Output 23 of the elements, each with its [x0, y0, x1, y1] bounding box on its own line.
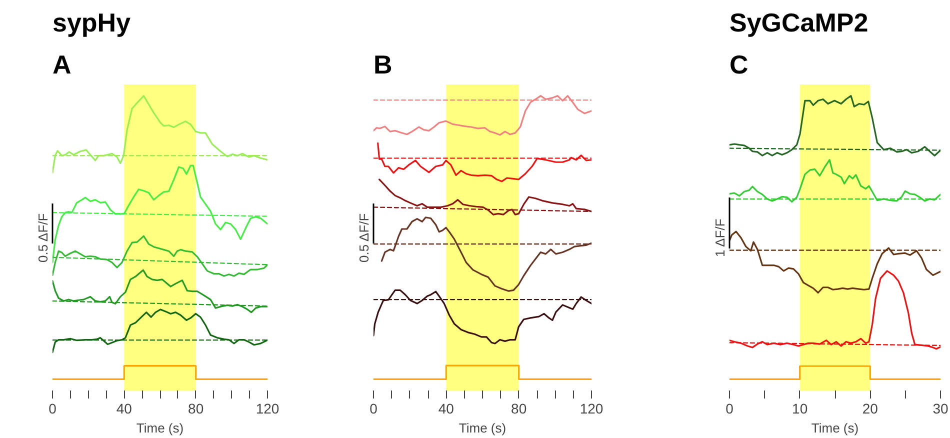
y-axis-title: 0.5 ΔF/F — [36, 213, 50, 262]
chart-title: A — [52, 50, 72, 80]
x-tick-label: 0 — [370, 400, 378, 416]
y-axis-title: 1 ΔF/F — [712, 218, 728, 258]
x-tick-label: 80 — [511, 400, 527, 416]
chart-title: C — [730, 50, 748, 80]
y-axis-title: 0.5 ΔF/F — [356, 213, 372, 262]
x-tick-label: 40 — [438, 400, 454, 416]
chart-title: B — [374, 50, 392, 80]
x-tick-label: 120 — [256, 400, 280, 416]
chart-subtitle: SyGCaMP2 — [730, 8, 868, 38]
x-tick-label: 120 — [580, 400, 604, 416]
x-tick-label: 20 — [862, 400, 878, 416]
x-tick-label: 0 — [726, 400, 734, 416]
x-tick-label: 80 — [188, 400, 204, 416]
x-tick-label: 0 — [48, 400, 57, 416]
x-tick-label: 10 — [792, 400, 808, 416]
chart-subtitle: sypHy — [52, 8, 132, 38]
x-tick-label: 40 — [116, 400, 132, 416]
x-tick-label: 30 — [932, 400, 948, 416]
x-axis-title: Time (s) — [136, 420, 184, 436]
x-axis-title: Time (s) — [811, 420, 859, 436]
x-axis-title: Time (s) — [458, 420, 506, 436]
